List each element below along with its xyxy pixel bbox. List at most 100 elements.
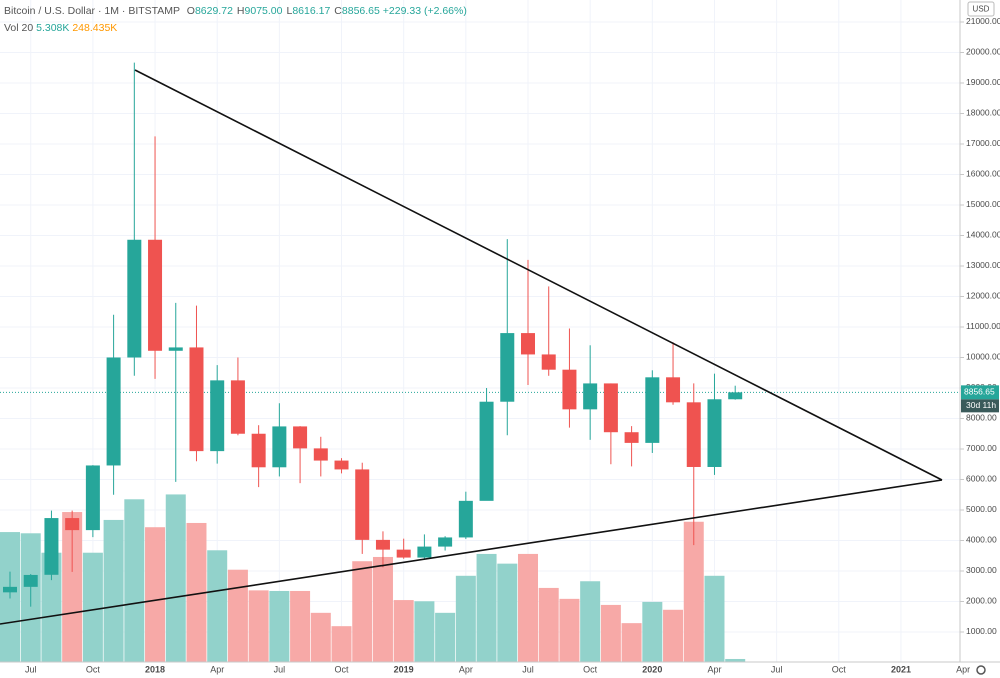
y-tick-label: 21000.00 [966,16,1000,26]
symbol-row: Bitcoin / U.S. Dollar · 1M · BITSTAMP O8… [4,5,467,17]
y-tick-label: 5000.00 [966,504,997,514]
candle-body [148,239,163,351]
y-tick-label: 20000.00 [966,47,1000,57]
y-tick-label: 19000.00 [966,77,1000,87]
x-tick-label: Oct [335,664,350,674]
y-tick-label: 11000.00 [966,321,1000,331]
volume-bar [393,600,414,662]
volume-bar [331,626,352,662]
trend-line-lower[interactable] [0,479,943,625]
candle-body [189,347,204,452]
candle-body [645,377,660,443]
x-tick-label: Apr [956,664,970,674]
volume-bar [704,575,725,662]
volume-bar [186,522,207,662]
y-tick-label: 16000.00 [966,169,1000,179]
volume-bar [683,521,704,662]
volume-label: Vol 20 [4,22,34,34]
volume-bar [41,552,62,662]
candle-body [666,377,681,403]
volume-bar [269,590,290,662]
volume-bar [663,609,684,662]
volume-bar [310,612,331,662]
x-tick-label: Apr [459,664,473,674]
y-tick-label: 7000.00 [966,443,997,453]
volume-row: Vol 20 5.308K 248.435K [4,20,467,37]
gear [976,665,986,675]
exchange: BITSTAMP [128,5,180,17]
ohlc-value: 8856.65 [341,5,380,17]
price-axis-bg [960,0,1000,678]
volume-bar [538,587,559,662]
y-tick-label: 3000.00 [966,565,997,575]
candle-body [583,383,598,410]
volume-bar [621,623,642,662]
candle-body [127,239,142,358]
ohlc-key: L [286,5,293,17]
candle-body [251,433,266,468]
volume-ma: 248.435K [72,22,118,34]
legend-header: Bitcoin / U.S. Dollar · 1M · BITSTAMP O8… [4,3,467,37]
x-tick-label: 2021 [891,664,911,674]
candles [3,62,743,607]
interval: 1M [104,5,119,17]
x-tick-label: Jul [522,664,534,674]
x-tick-label: Jul [274,664,286,674]
ohlc-value: 9075.00 [244,5,283,17]
volume-bar [352,561,373,662]
settings-icon[interactable] [976,665,986,675]
candle-body [272,426,287,468]
volume-bar [455,575,476,662]
x-tick-label: Oct [832,664,847,674]
volume-bar [580,581,601,662]
candle-body [603,383,618,433]
ohlc-key: H [236,5,245,17]
currency-box[interactable] [967,1,995,17]
ohlc-key: O [186,5,195,17]
candle-body [313,448,328,461]
volume-bar [476,553,497,662]
last-price-box [961,385,999,400]
y-tick-label: 12000.00 [966,291,1000,301]
y-tick-label: 10000.00 [966,352,1000,362]
x-tick-label: Oct [86,664,101,674]
volume-bar [227,569,248,662]
volume-bar [435,612,456,662]
candle-body [624,432,639,443]
volume-bar [124,499,145,662]
ohlc: O8629.72 H9075.00 L8616.17 C8856.65 [183,5,380,17]
candle-body [44,518,59,575]
candle-body [334,460,349,470]
candle-body [355,469,370,540]
ohlc-value: 8629.72 [194,5,233,17]
candle-body [686,402,701,467]
candle-body [293,426,308,449]
countdown: 30d 11h [966,400,996,410]
volume-bar [559,598,580,662]
currency: USD [973,5,990,14]
volume-bar [248,590,269,662]
last-price-label: 8856.65 [964,387,995,397]
candle-body [500,333,515,402]
candle-body [85,465,100,531]
candle-body [458,500,473,538]
candle-body [375,539,390,550]
candle-body [230,380,245,434]
candle-body [106,357,121,466]
change: +229.33 (+2.66%) [382,5,467,17]
candle-body [168,347,183,351]
trend-line-upper[interactable] [134,69,943,481]
x-tick-label: Jul [25,664,37,674]
y-tick-label: 8000.00 [966,413,997,423]
candle-body [3,586,17,593]
y-tick-label: 17000.00 [966,138,1000,148]
y-tick-label: 14000.00 [966,230,1000,240]
volume-bar [145,527,166,662]
candle-body [210,380,225,452]
x-tick-label: 2020 [642,664,662,674]
volume-value: 5.308K [36,22,70,34]
volume-bar [725,658,746,662]
volume-pane [0,494,746,662]
